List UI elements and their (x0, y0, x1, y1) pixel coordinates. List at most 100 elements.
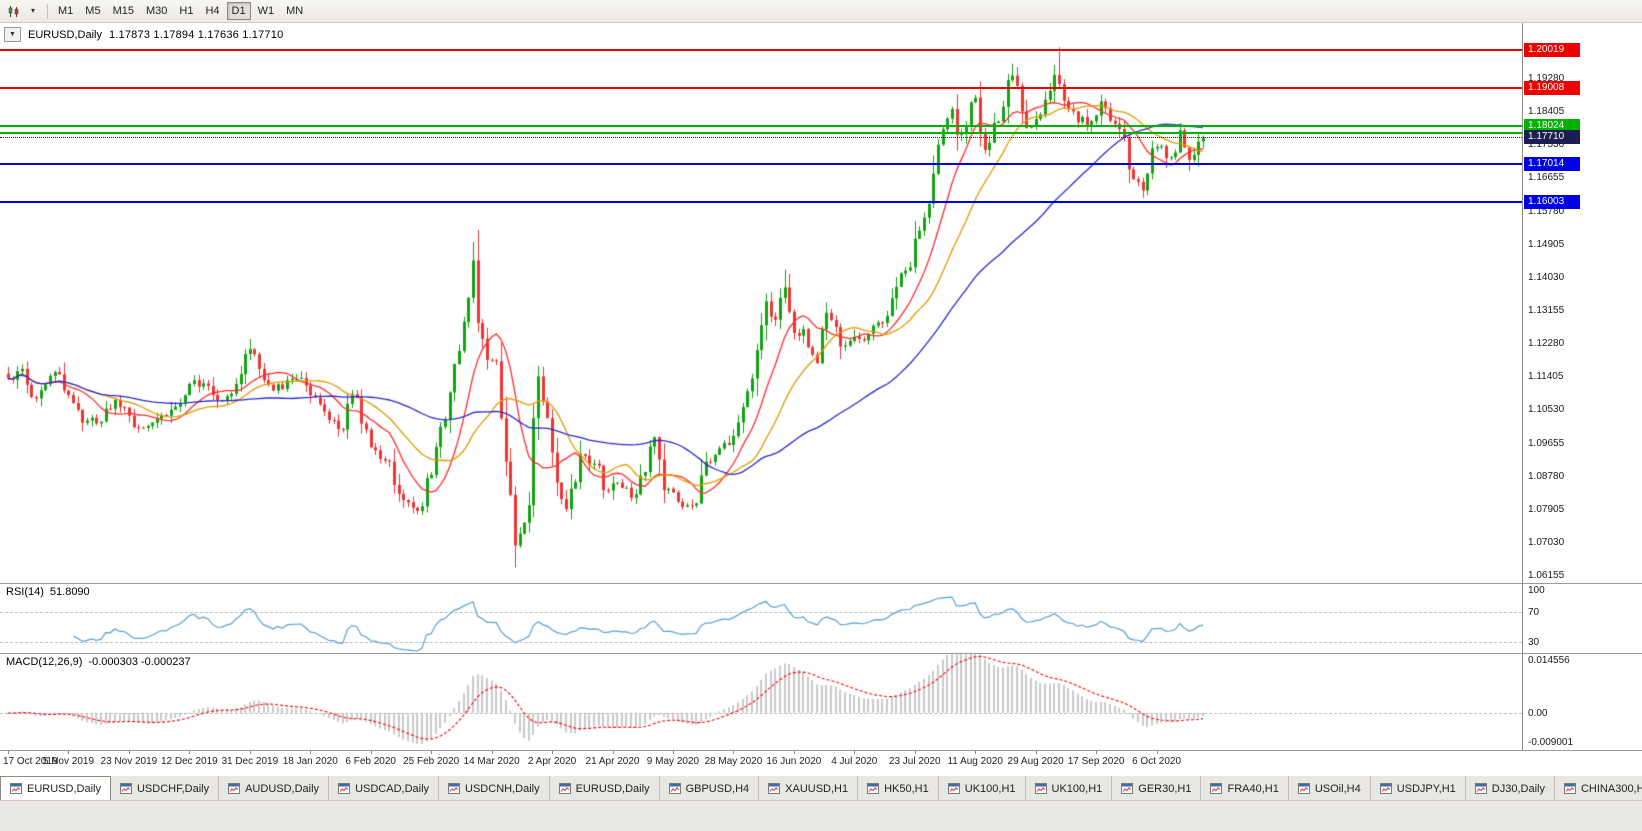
time-axis-tick: 6 Oct 2020 (1132, 756, 1182, 767)
time-axis-tick: 9 May 2020 (646, 756, 700, 767)
chevron-down-icon: ▾ (30, 6, 35, 15)
chart-window-icon (119, 783, 132, 794)
chart-tab-HK50-H1[interactable]: HK50,H1 (858, 776, 939, 801)
chart-tab-AUDUSD-Daily[interactable]: AUDUSD,Daily (219, 776, 330, 801)
chart-tab-USDCHF-Daily[interactable]: USDCHF,Daily (110, 776, 220, 801)
chart-window-icon (338, 783, 351, 794)
chart-tab-CHINA300-H1[interactable]: CHINA300,H1 (1554, 776, 1642, 801)
timeframe-button-M15[interactable]: M15 (108, 2, 139, 20)
chart-window-icon (768, 783, 781, 794)
chart-tab-UK100-H1[interactable]: UK100,H1 (1025, 776, 1113, 801)
collapse-triangle-icon: ▼ (9, 31, 16, 38)
level-price-tag: 1.18024 (1524, 118, 1580, 133)
chart-type-button[interactable] (3, 2, 23, 20)
chart-tab-label: EURUSD,Daily (27, 782, 101, 795)
timeframe-button-H4[interactable]: H4 (200, 2, 224, 20)
pane-separator-rsi-macd[interactable] (0, 653, 1642, 654)
time-axis-tick-mark (189, 750, 191, 754)
chart-tab-EURUSD-Daily[interactable]: EURUSD,Daily (549, 776, 660, 801)
horizontal-level-line[interactable] (0, 87, 1522, 90)
time-axis-tick: 4 Jul 2020 (831, 756, 878, 767)
horizontal-level-line[interactable] (0, 124, 1522, 127)
macd-scale-label: 0.014556 (1528, 655, 1570, 666)
chart-tab-label: FRA40,H1 (1227, 782, 1279, 795)
rsi-indicator-value: 51.8090 (49, 586, 90, 598)
chart-region: ▼ EURUSD,Daily 1.17873 1.17894 1.17636 1… (0, 22, 1642, 775)
timeframe-button-D1[interactable]: D1 (226, 2, 251, 20)
horizontal-level-line[interactable] (0, 131, 1522, 134)
chart-tab-FRA40-H1[interactable]: FRA40,H1 (1201, 776, 1289, 801)
chart-window-icon (1379, 783, 1392, 794)
time-axis-tick: 31 Dec 2019 (221, 756, 279, 767)
price-axis-tick: 1.07905 (1528, 503, 1565, 515)
horizontal-level-line[interactable] (0, 201, 1522, 204)
time-axis-tick: 14 Mar 2020 (463, 756, 520, 767)
one-click-trading-button[interactable]: ▼ (4, 27, 21, 42)
current-price-line[interactable] (0, 137, 1522, 139)
price-axis-tick: 1.09655 (1528, 437, 1565, 449)
price-axis-tick: 1.12280 (1528, 338, 1565, 350)
chart-tab-GER30-H1[interactable]: GER30,H1 (1112, 776, 1202, 801)
price-axis-tick: 1.11405 (1528, 371, 1564, 383)
timeframe-button-M30[interactable]: M30 (141, 2, 172, 20)
time-axis-tick: 17 Sep 2020 (1067, 756, 1125, 767)
toolbar-separator (47, 3, 48, 19)
time-axis-tick: 16 Jun 2020 (766, 756, 822, 767)
chart-tab-label: XAUUSD,H1 (785, 782, 849, 795)
price-axis-tick: 1.14030 (1528, 271, 1565, 283)
chart-tab-label: GER30,H1 (1138, 782, 1192, 795)
time-axis-tick: 18 Jan 2020 (282, 756, 338, 767)
price-axis-tick: 1.15780 (1528, 205, 1565, 217)
chart-window-icon (1210, 783, 1223, 794)
chart-tab-label: USOil,H4 (1314, 782, 1361, 795)
chart-tab-USDJPY-H1[interactable]: USDJPY,H1 (1370, 776, 1466, 801)
chart-tab-label: USDCHF,Daily (136, 782, 210, 795)
chart-tab-USOil-H4[interactable]: USOil,H4 (1288, 776, 1371, 801)
time-axis-tick: 23 Nov 2019 (100, 756, 158, 767)
time-axis-tick: 2 Apr 2020 (527, 756, 577, 767)
chart-window-icon (668, 783, 681, 794)
price-chart-canvas[interactable] (0, 22, 1522, 751)
time-axis-tick-mark (8, 750, 9, 754)
chart-tab-DJ30-Daily[interactable]: DJ30,Daily (1465, 776, 1555, 801)
chart-window-icon (1563, 783, 1576, 794)
time-axis-tick-mark (68, 750, 70, 754)
timeframe-button-M5[interactable]: M5 (80, 2, 105, 20)
level-price-tag: 1.16003 (1524, 195, 1580, 210)
chart-window-icon (228, 783, 241, 794)
time-axis-tick-mark (431, 750, 433, 754)
timeframe-button-H1[interactable]: H1 (174, 2, 198, 20)
chart-tab-label: HK50,H1 (884, 782, 929, 795)
chart-tab-USDCNH-Daily[interactable]: USDCNH,Daily (439, 776, 550, 801)
price-axis-tick: 1.07030 (1528, 537, 1565, 548)
timeframe-button-W1[interactable]: W1 (253, 2, 280, 20)
time-axis-tick: 29 Aug 2020 (1007, 756, 1064, 767)
price-axis[interactable]: 1.19280 1.18405 1.17530 1.16655 1.15780 1.149… (1522, 22, 1642, 750)
price-axis-tick: 1.13155 (1528, 305, 1565, 316)
chart-tab-label: UK100,H1 (964, 782, 1016, 795)
timeframe-button-M1[interactable]: M1 (53, 2, 78, 20)
horizontal-level-line[interactable] (0, 49, 1522, 51)
chart-tab-label: EURUSD,Daily (575, 782, 650, 795)
chart-tab-XAUUSD-H1[interactable]: XAUUSD,H1 (759, 776, 859, 801)
pane-separator-main-rsi[interactable] (0, 583, 1642, 584)
chart-window-icon (867, 783, 880, 794)
horizontal-level-line[interactable] (0, 162, 1522, 165)
time-axis-tick-mark (310, 750, 312, 754)
time-axis-tick-mark (1035, 750, 1037, 754)
chart-tab-USDCAD-Daily[interactable]: USDCAD,Daily (329, 776, 440, 801)
timeframe-button-MN[interactable]: MN (281, 2, 308, 20)
chart-ohlc-values: 1.17873 1.17894 1.17636 1.17710 (108, 28, 284, 41)
chart-tab-EURUSD-Daily[interactable]: EURUSD,Daily (0, 776, 111, 801)
time-axis[interactable]: 17 Oct 2019 5 Nov 2019 23 Nov 2019 12 Dec 2… (0, 750, 1642, 775)
chart-tab-GBPUSD-H4[interactable]: GBPUSD,H4 (659, 776, 760, 801)
chart-type-dropdown[interactable]: ▾ (23, 2, 43, 20)
time-axis-tick-mark (793, 750, 795, 754)
time-axis-tick-mark (733, 750, 735, 754)
price-axis-tick: 1.19280 (1528, 73, 1565, 84)
chart-tab-UK100-H1[interactable]: UK100,H1 (938, 776, 1026, 801)
price-axis-tick: 1.06155 (1528, 570, 1565, 582)
price-axis-tick: 1.17530 (1528, 139, 1565, 151)
rsi-indicator-name: RSI(14) (6, 586, 44, 598)
time-axis-tick-mark (854, 750, 856, 754)
